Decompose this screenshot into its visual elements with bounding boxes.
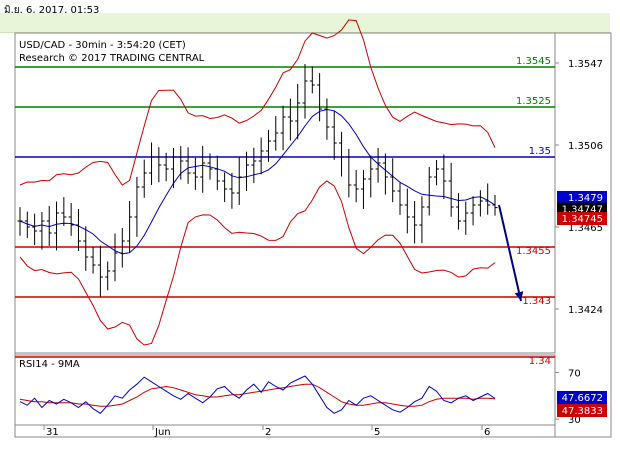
rsi-ma-line: [19, 383, 496, 407]
level-label: 1.3455: [516, 246, 551, 257]
rsi-badge-bg: [557, 404, 607, 417]
rsi-axis: 70 30 47.6672 47.3833: [555, 369, 607, 426]
window-title: มิ.ย. 6, 2017, 01:53: [4, 5, 100, 16]
price-badge-bg: [557, 191, 607, 204]
bollinger-lower: [19, 180, 496, 346]
rsi-badge-bg: [557, 391, 607, 404]
price-axis: 1.3547 1.3506 1.3465 1.3424: [555, 59, 603, 316]
moving-average: [19, 108, 496, 255]
rsi-line: [19, 375, 496, 414]
y-tick-label: 1.3465: [568, 223, 603, 234]
bollinger-upper: [19, 19, 496, 186]
x-tick-label: Jun: [154, 427, 171, 438]
candles: [17, 64, 498, 297]
x-tick-label: 5: [374, 427, 380, 438]
y-tick-label: 1.3506: [568, 141, 603, 152]
rsi-tick-label: 70: [568, 369, 581, 380]
price-badge: 1.34747: [562, 205, 603, 216]
forecast-arrow-head: [514, 291, 524, 301]
level-label: 1.35: [529, 146, 551, 157]
price-badge: 1.34745: [562, 214, 603, 225]
rsi-lines: [19, 375, 496, 414]
levels-layer: 1.3545 1.3525 1.35 1.3455 1.343 1.34: [15, 56, 555, 367]
rsi-panel: [14, 354, 556, 426]
rsi-panel-title: RSI14 - 9MA: [19, 359, 80, 370]
forecast-arrow: [498, 204, 524, 302]
level-label: 1.34: [529, 356, 551, 367]
chart-header-title: USD/CAD - 30min - 3:54:20 (CET): [19, 40, 186, 51]
level-label: 1.3525: [516, 96, 551, 107]
price-panel: [14, 32, 556, 354]
bollinger-bands: [19, 19, 496, 346]
rsi-badge: 47.6672: [562, 393, 603, 404]
level-label: 1.3545: [516, 56, 551, 67]
time-axis: 31 Jun 2 5 6: [43, 425, 490, 438]
moving-average-line: [19, 108, 496, 255]
x-tick-label: 6: [484, 427, 490, 438]
x-tick-label: 2: [265, 427, 271, 438]
price-badge-bg: [557, 212, 607, 225]
chart-header-credit: Research © 2017 TRADING CENTRAL: [19, 53, 205, 64]
level-label: 1.343: [522, 296, 551, 307]
y-tick-label: 1.3547: [568, 59, 603, 70]
y-tick-label: 1.3424: [568, 305, 603, 316]
rsi-tick-label: 30: [568, 415, 581, 426]
forecast-arrow-shaft: [498, 204, 522, 302]
price-badge: 1.3479: [568, 193, 603, 204]
time-axis-strip: [14, 424, 556, 438]
x-tick-label: 31: [46, 427, 59, 438]
rsi-badge: 47.3833: [562, 406, 603, 417]
